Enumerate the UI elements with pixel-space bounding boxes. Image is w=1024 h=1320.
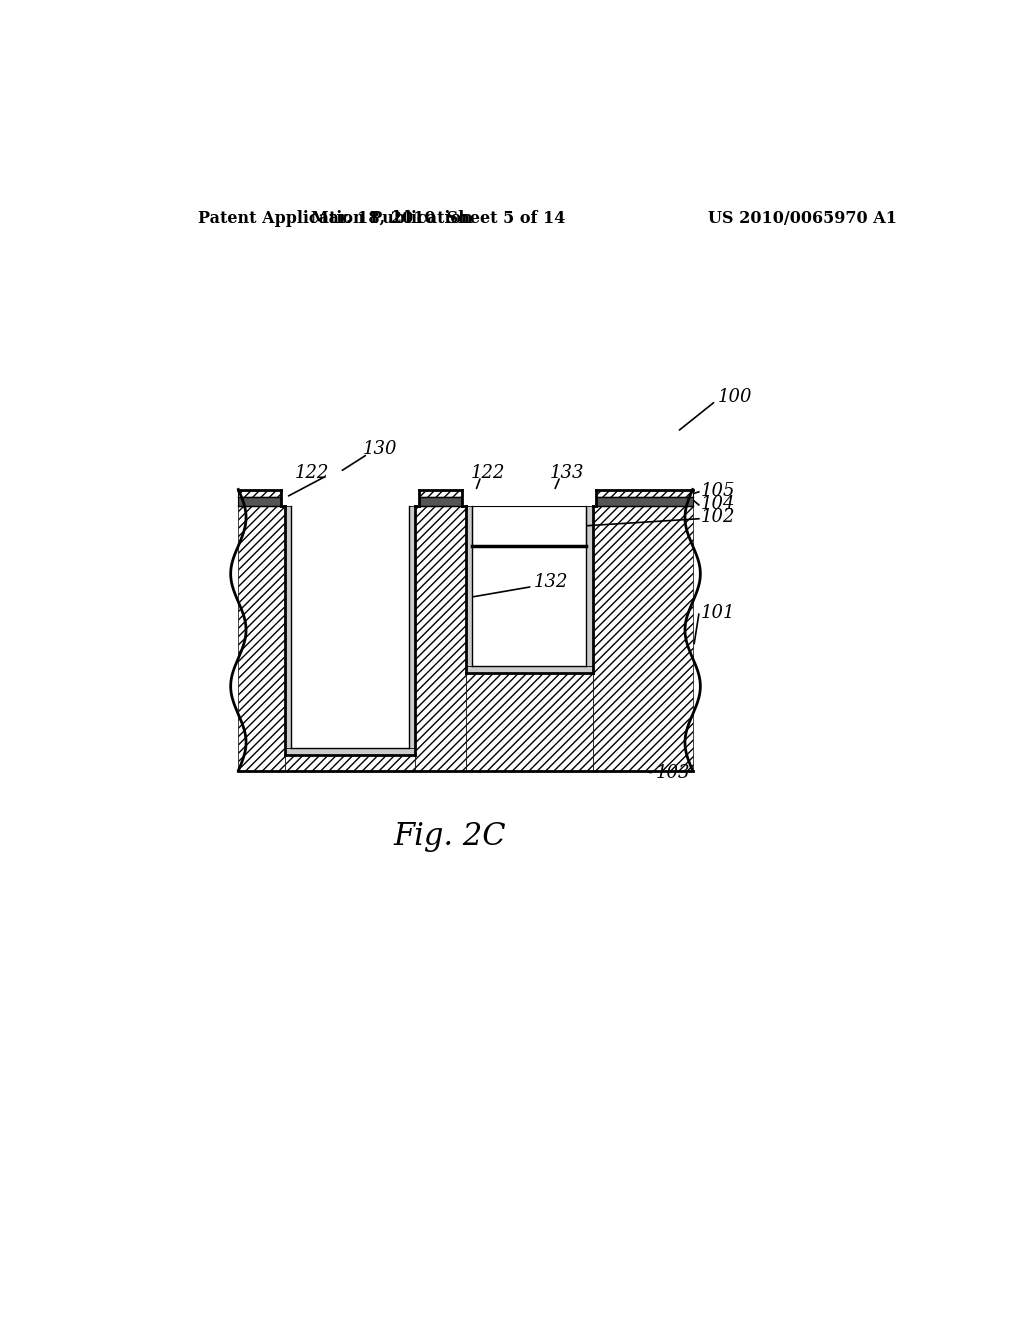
Text: 122: 122 [471,463,506,482]
Bar [596,498,692,506]
Bar [419,498,462,506]
Text: 101: 101 [700,603,735,622]
Bar [466,665,593,673]
Bar [281,490,419,506]
Bar [285,755,416,771]
Text: Mar. 18, 2010  Sheet 5 of 14: Mar. 18, 2010 Sheet 5 of 14 [311,210,565,227]
Text: 122: 122 [295,463,330,482]
Bar [239,498,281,506]
Text: Fig. 2C: Fig. 2C [394,821,507,851]
Text: 104: 104 [700,495,735,513]
Bar [409,506,416,755]
Bar [466,673,593,771]
Bar [419,490,462,498]
Text: 102: 102 [700,508,735,527]
Bar [462,490,596,506]
Bar [593,506,692,771]
Text: 105: 105 [700,482,735,500]
Bar [285,748,416,755]
Text: 100: 100 [717,388,752,407]
Text: 132: 132 [535,573,568,591]
Bar [596,490,692,498]
Text: 130: 130 [364,441,397,458]
Bar [586,506,593,673]
Text: Patent Application Publication: Patent Application Publication [199,210,473,227]
Bar [239,506,285,771]
Text: 133: 133 [550,463,585,482]
Bar [285,506,292,755]
Bar [472,506,586,545]
Text: US 2010/0065970 A1: US 2010/0065970 A1 [708,210,897,227]
Bar [416,506,466,771]
Bar [466,506,472,673]
Text: 103: 103 [655,764,690,781]
Bar [239,490,281,498]
